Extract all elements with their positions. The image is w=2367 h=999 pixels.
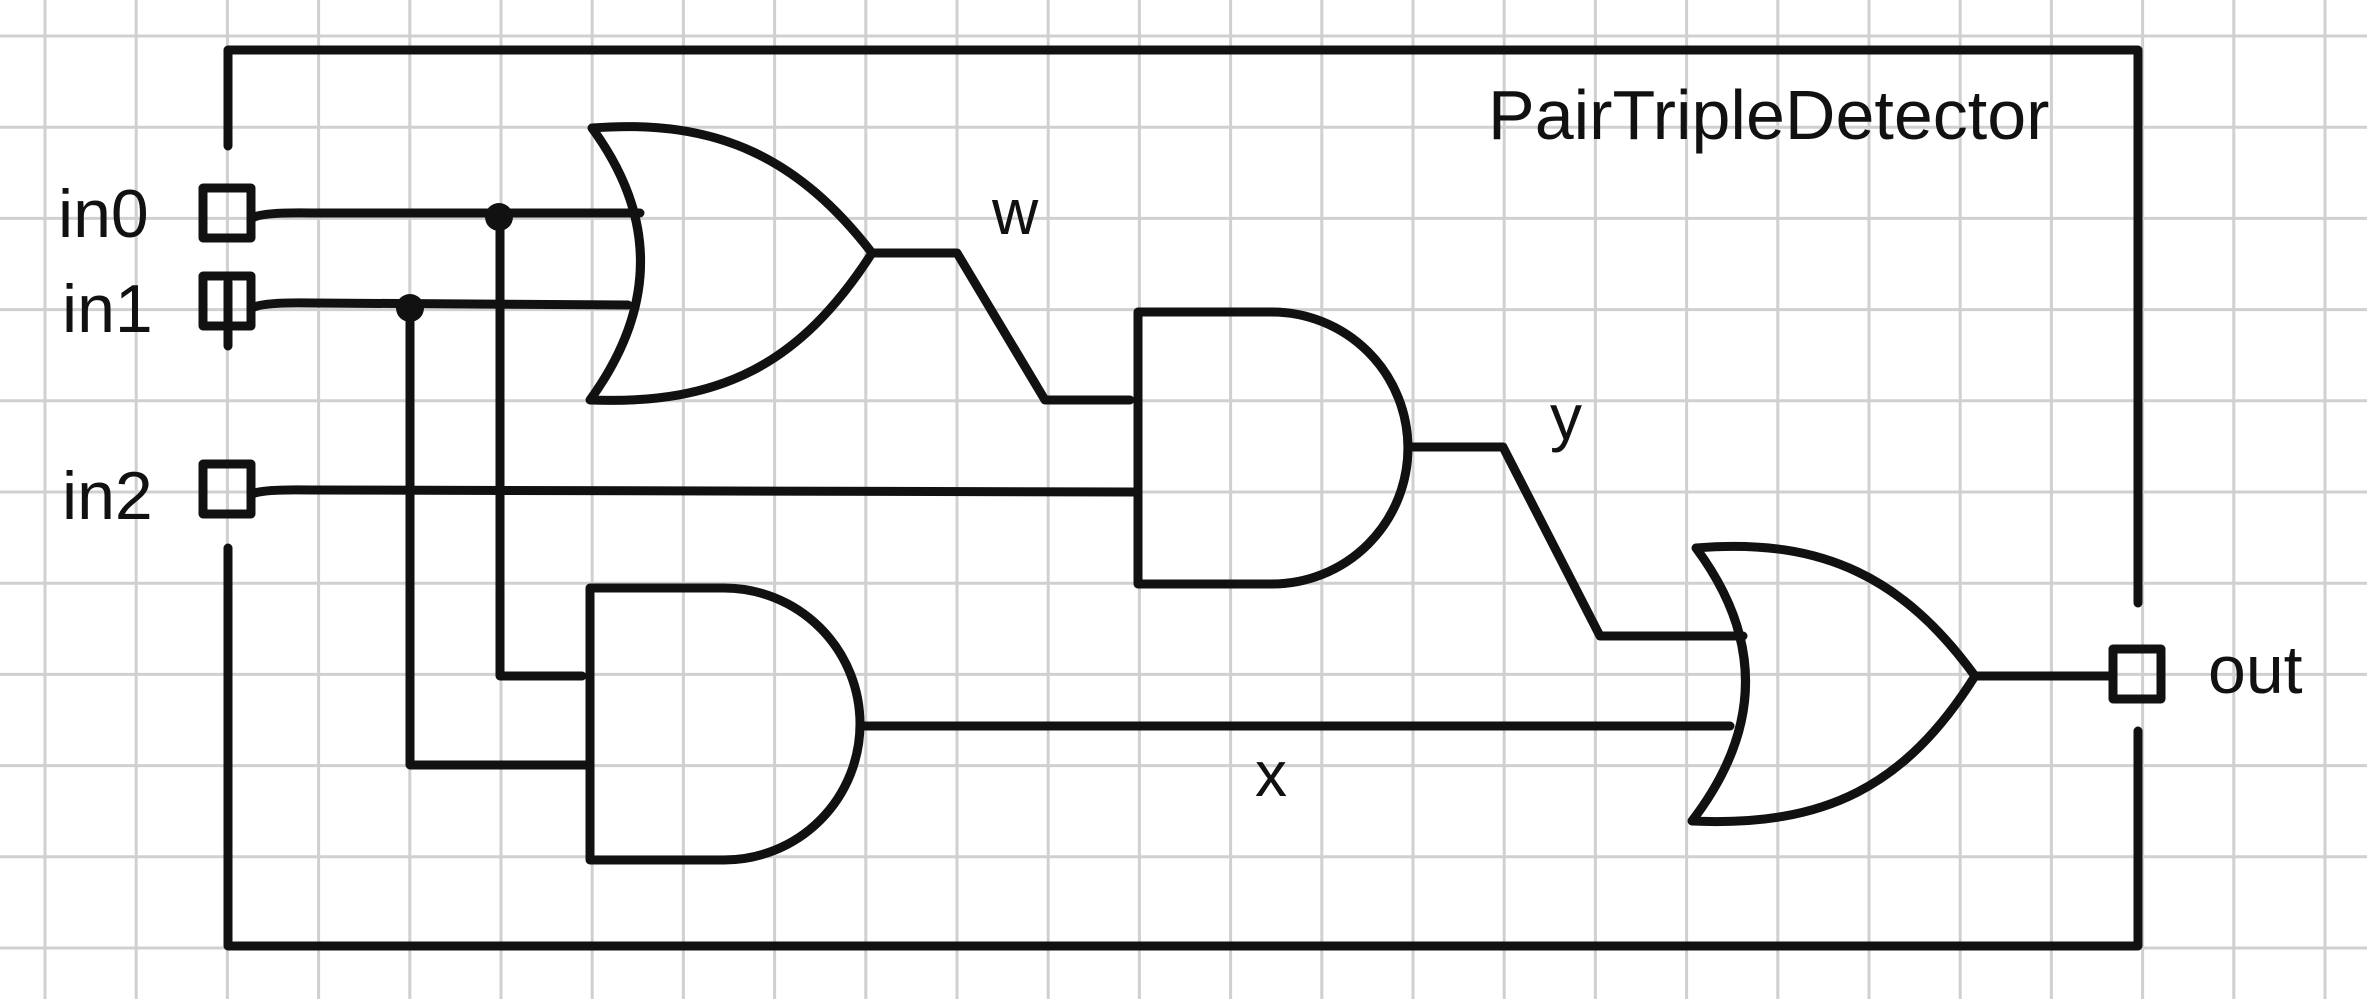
wire-in0 (247, 208, 645, 223)
junction-dot-in0 (485, 203, 513, 231)
port-in2-pin[interactable] (198, 459, 256, 519)
and-gate-1 (1133, 307, 1413, 589)
wire-in2 (247, 485, 1140, 499)
wire-label-w: w (992, 176, 1039, 248)
port-label-in2: in2 (62, 458, 153, 534)
port-label-out: out (2208, 632, 2303, 708)
wire-in1 (247, 298, 633, 313)
wire-label-x: x (1255, 738, 1287, 810)
wire-w (867, 248, 1135, 405)
module-border (223, 45, 2143, 951)
wire-in1-branch (405, 300, 595, 770)
module-title: PairTripleDetector (1488, 76, 2050, 154)
or-gate-1 (585, 122, 877, 405)
wire-label-y: y (1550, 381, 1582, 453)
or-gate-2 (1687, 541, 1980, 827)
port-label-in0: in0 (58, 176, 149, 252)
port-label-in1: in1 (62, 271, 153, 347)
wire-in0-branch (495, 208, 587, 681)
junction-dot-in1 (396, 294, 424, 322)
port-in0-pin[interactable] (198, 183, 256, 243)
and-gate-2 (585, 583, 865, 865)
wire-y (1405, 442, 1748, 641)
port-in1-pin[interactable] (198, 271, 256, 331)
